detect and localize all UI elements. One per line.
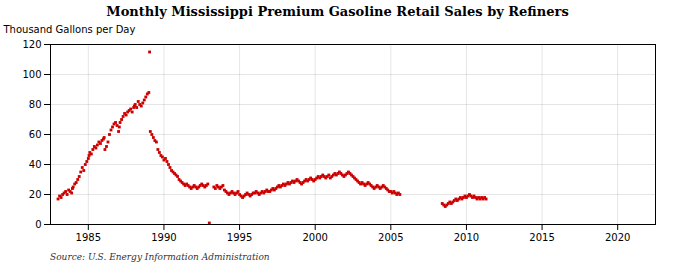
svg-text:1990: 1990 <box>151 232 176 243</box>
svg-text:0: 0 <box>35 219 41 230</box>
svg-text:Thousand Gallons per Day: Thousand Gallons per Day <box>3 24 136 35</box>
svg-text:2020: 2020 <box>605 232 630 243</box>
svg-text:1985: 1985 <box>76 232 101 243</box>
svg-text:2015: 2015 <box>529 232 554 243</box>
svg-text:60: 60 <box>29 129 42 140</box>
svg-text:40: 40 <box>29 159 42 170</box>
html-text:Monthly Mississippi Premium Ga: Monthly Mississippi Premium Gasoline Ret… <box>106 4 569 19</box>
svg-text:1995: 1995 <box>227 232 252 243</box>
svg-text:120: 120 <box>22 39 41 50</box>
svg-text:20: 20 <box>29 189 42 200</box>
svg-text:100: 100 <box>22 69 41 80</box>
svg-text:80: 80 <box>29 99 42 110</box>
svg-text:2005: 2005 <box>378 232 403 243</box>
svg-text:2000: 2000 <box>302 232 327 243</box>
svg-text:2010: 2010 <box>454 232 479 243</box>
html-text:Source: U.S. Energy Informatio: Source: U.S. Energy Information Administ… <box>50 252 270 262</box>
